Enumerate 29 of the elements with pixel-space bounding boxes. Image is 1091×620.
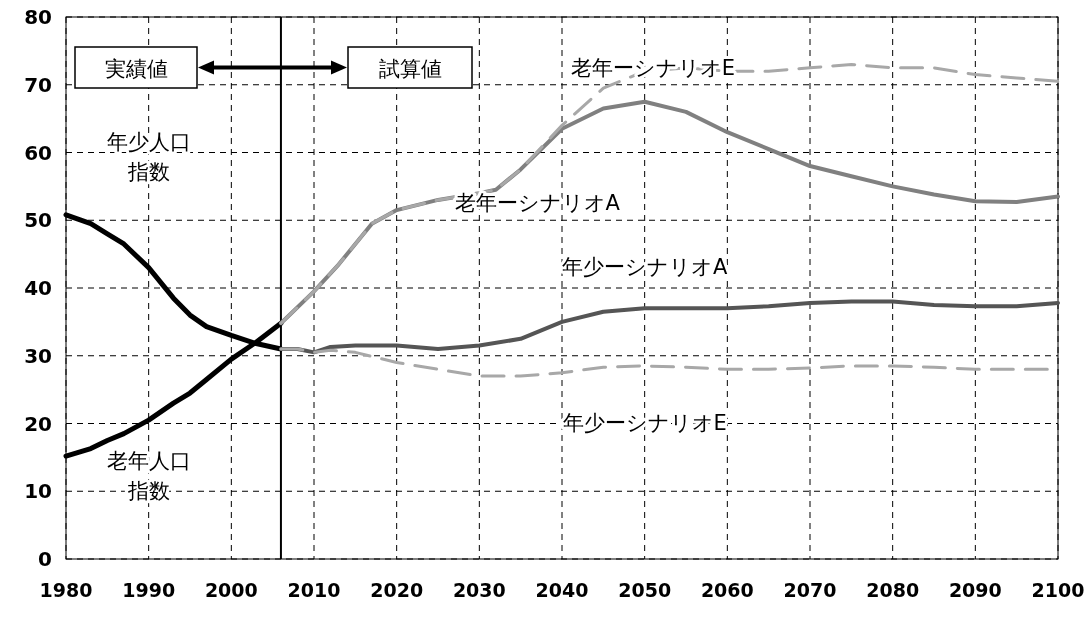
x-tick-label: 2090 bbox=[948, 579, 1002, 601]
x-tick-label: 2060 bbox=[700, 579, 754, 601]
annotation: 試算値 bbox=[378, 56, 442, 81]
x-tick-label: 2050 bbox=[618, 579, 672, 601]
y-tick-label: 10 bbox=[24, 479, 52, 504]
y-tick-label: 80 bbox=[24, 5, 52, 29]
y-tick-label: 60 bbox=[24, 140, 52, 165]
x-tick-label: 1990 bbox=[122, 579, 176, 601]
y-tick-label: 70 bbox=[24, 72, 52, 97]
x-tick-label: 2020 bbox=[370, 579, 424, 601]
x-tick-label: 2040 bbox=[535, 579, 589, 601]
x-tick-label: 2080 bbox=[866, 579, 920, 601]
series-label: 年少ーシナリオA bbox=[561, 255, 728, 280]
x-tick-label: 2030 bbox=[452, 579, 506, 601]
y-tick-label: 40 bbox=[24, 276, 52, 300]
x-tick-label: 2070 bbox=[783, 579, 837, 601]
series-label: 老年ーシナリオE bbox=[570, 55, 736, 80]
text: 年少人口指数 bbox=[106, 130, 191, 185]
y-tick-label: 30 bbox=[24, 343, 52, 368]
y-tick-label: 50 bbox=[24, 208, 52, 233]
series-label: 老年ーシナリオA bbox=[454, 191, 621, 216]
y-tick-label: 20 bbox=[24, 411, 52, 436]
y-tick-label: 0 bbox=[38, 547, 52, 571]
series-label: 老年人口指数 bbox=[106, 448, 191, 503]
annotation: 実績値 bbox=[104, 56, 168, 81]
x-tick-label: 2100 bbox=[1031, 579, 1085, 601]
x-tick-label: 2000 bbox=[204, 579, 258, 601]
x-tick-label: 2010 bbox=[287, 579, 341, 601]
x-tick-label: 1980 bbox=[39, 579, 93, 601]
